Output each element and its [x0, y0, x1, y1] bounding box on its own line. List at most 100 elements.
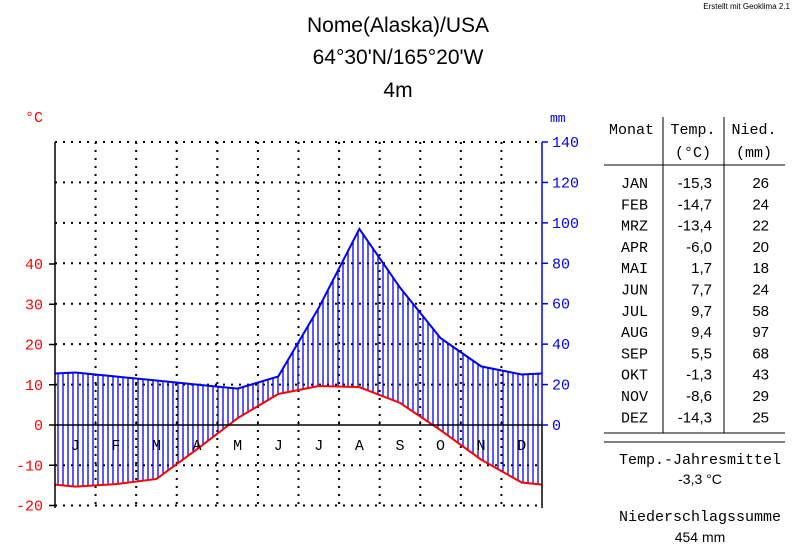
station-elevation: 4m — [383, 79, 412, 102]
right-tick-label: 20 — [552, 378, 570, 395]
left-tick-label: -10 — [16, 458, 43, 475]
temperature-point — [196, 448, 198, 450]
precipitation-point — [74, 371, 77, 374]
right-tick-label: 0 — [552, 418, 561, 435]
station-coords: 64°30'N/165°20'W — [313, 46, 484, 69]
precipitation-point — [196, 383, 198, 386]
right-tick-label: 40 — [552, 337, 570, 354]
data-table: Monat Temp. (°C) Nied. (mm) JAN -15,3 26 FE… — [604, 117, 785, 434]
right-tick-label: 120 — [552, 175, 579, 192]
temperature-point — [74, 485, 77, 488]
table-cell-month: SEP — [621, 346, 648, 363]
precipitation-point — [399, 286, 401, 289]
table-cell-precip: 25 — [752, 409, 769, 426]
station-name: Nome(Alaska)/USA — [307, 14, 489, 37]
table-cell-month: MAI — [621, 261, 648, 278]
grid — [55, 141, 542, 508]
table-cell-temp: 9,4 — [691, 324, 712, 341]
table-cell-temp: 7,7 — [691, 282, 712, 299]
table-header-month: Monat — [609, 122, 654, 139]
table-header-temp-unit: (°C) — [675, 145, 711, 162]
annual-precip-value: 454 mm — [675, 529, 726, 545]
precipitation-point — [520, 373, 523, 376]
temperature-point — [480, 458, 482, 461]
temperature-point — [399, 402, 401, 404]
month-label: J — [71, 438, 80, 455]
month-label: M — [233, 438, 242, 455]
temperature-point — [236, 417, 239, 419]
table-cell-temp: -6,0 — [686, 239, 712, 256]
annual-temp-label: Temp.-Jahresmittel — [619, 452, 781, 469]
right-tick-label: 80 — [552, 256, 570, 273]
left-tick-label: 10 — [25, 378, 43, 395]
table-cell-precip: 58 — [752, 303, 769, 320]
table-cell-temp: -1,3 — [686, 367, 712, 384]
month-label: A — [355, 438, 364, 455]
table-cell-month: JUL — [621, 304, 648, 321]
month-label: A — [193, 438, 202, 455]
left-tick-label: 40 — [25, 257, 43, 274]
table-cell-month: DEZ — [621, 410, 648, 427]
table-cell-temp: 5,5 — [691, 345, 712, 362]
temperature-point — [277, 393, 280, 395]
annual-temp-value: -3,3 °C — [678, 471, 722, 487]
precipitation-point — [439, 337, 442, 339]
temperature-point — [317, 385, 320, 387]
table-cell-month: OKT — [621, 368, 648, 385]
right-tick-label: 100 — [552, 216, 579, 233]
month-label: D — [517, 438, 526, 455]
table-cell-temp: -13,4 — [678, 218, 712, 235]
table-cell-temp: 9,7 — [691, 303, 712, 320]
table-cell-precip: 24 — [752, 196, 769, 213]
table-cell-temp: -8,6 — [686, 388, 712, 405]
table-cell-month: APR — [621, 240, 648, 257]
temperature-point — [155, 478, 158, 480]
table-header-temp: Temp. — [670, 122, 715, 139]
right-axis-unit: mm — [550, 111, 566, 126]
precipitation-point — [155, 379, 158, 382]
table-cell-precip: 18 — [752, 260, 769, 277]
precipitation-hatching — [57, 231, 539, 487]
table-cell-temp: -14,3 — [678, 409, 712, 426]
table-rows: JAN -15,3 26 FEB -14,7 24 MRZ -13,4 22 APR -6,0 20 M… — [621, 175, 769, 427]
temperature-point — [358, 386, 361, 388]
precipitation-point — [317, 306, 320, 309]
temperature-point — [439, 429, 442, 432]
series-lines — [54, 226, 543, 488]
table-cell-temp: 1,7 — [691, 260, 712, 277]
temperature-point — [520, 481, 523, 484]
axis-labels: -20 -10 0 10 20 30 40 0 20 40 60 80 100 120 140 J F M A M J J… — [16, 135, 579, 516]
precipitation-point — [115, 375, 117, 378]
table-cell-month: FEB — [621, 197, 648, 214]
table-cell-month: JAN — [621, 176, 648, 193]
table-cell-temp: -14,7 — [678, 196, 712, 213]
table-cell-month: JUN — [621, 283, 648, 300]
precipitation-point — [358, 228, 361, 230]
left-tick-label: 0 — [34, 418, 43, 435]
month-label: N — [477, 438, 486, 455]
right-tick-label: 60 — [552, 297, 570, 314]
month-label: J — [314, 438, 323, 455]
table-cell-month: MRZ — [621, 219, 648, 236]
temperature-point — [115, 483, 117, 485]
table-cell-precip: 97 — [752, 324, 769, 341]
month-label: J — [274, 438, 283, 455]
left-tick-label: 20 — [25, 338, 43, 355]
table-cell-precip: 68 — [752, 345, 769, 362]
left-tick-label: 30 — [25, 297, 43, 314]
table-cell-precip: 43 — [752, 367, 769, 384]
table-cell-precip: 29 — [752, 388, 769, 405]
left-axis-unit: °C — [25, 110, 43, 127]
month-label: F — [111, 438, 120, 455]
month-label: S — [395, 438, 404, 455]
axis-ticks — [49, 141, 548, 507]
table-header-precip-unit: (mm) — [736, 145, 772, 162]
month-label: O — [436, 438, 445, 455]
left-tick-label: -20 — [16, 499, 43, 516]
annual-precip-label: Niederschlagssumme — [619, 509, 781, 526]
month-label: M — [152, 438, 161, 455]
table-cell-precip: 24 — [752, 282, 769, 299]
table-cell-temp: -15,3 — [678, 175, 712, 192]
precipitation-point — [277, 375, 280, 378]
